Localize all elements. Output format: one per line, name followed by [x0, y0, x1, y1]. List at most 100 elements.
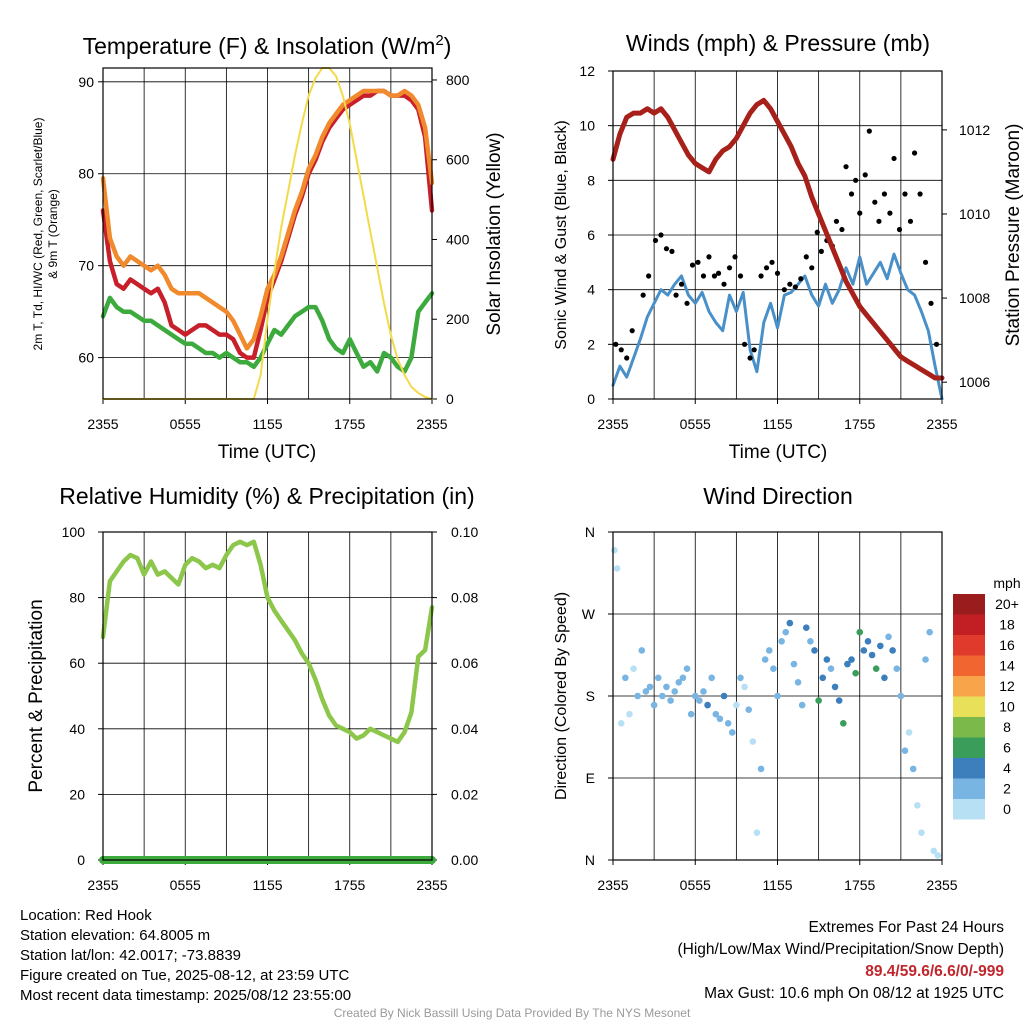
wind-direction-point — [864, 638, 872, 645]
gust-point — [732, 254, 738, 260]
wind-direction-point — [905, 729, 913, 736]
wind-direction-point — [868, 651, 876, 659]
colorbar-label: 18 — [999, 617, 1015, 633]
wind-direction-point — [893, 665, 901, 672]
y2-tick-label: 1012 — [959, 122, 990, 138]
y-tick-label: E — [586, 770, 595, 786]
extremes-subtitle: (High/Low/Max Wind/Precipitation/Snow De… — [677, 941, 1005, 958]
wind-direction-point — [667, 697, 674, 704]
wind-direction-point — [840, 720, 847, 727]
y-axis-label: Percent & Precipitation — [26, 599, 47, 792]
series-line-sonic-wind — [611, 252, 944, 401]
y-tick-label: S — [586, 688, 595, 704]
gust-point — [798, 276, 804, 282]
wind-direction-point — [675, 679, 683, 686]
wind-direction-point — [646, 683, 654, 691]
colorbar-swatch — [953, 635, 985, 656]
y2-tick-label: 1006 — [959, 374, 990, 390]
wind-direction-point — [753, 829, 761, 836]
y-axis-label: Direction (Colored By Speed) — [553, 592, 570, 800]
wind-direction-point — [720, 692, 728, 700]
gust-point — [933, 341, 940, 347]
y2-tick-label: 0.06 — [451, 655, 478, 671]
series-line-station-pressure — [610, 97, 945, 381]
wind-direction-point — [774, 692, 781, 700]
colorbar-label: 10 — [999, 699, 1015, 715]
x-tick-label: 2355 — [926, 416, 957, 432]
gust-point — [624, 355, 630, 361]
x-tick-label: 0555 — [680, 877, 711, 893]
x-tick-label: 1755 — [334, 416, 365, 432]
wind-direction-point — [626, 710, 633, 718]
y2-tick-label: 0 — [446, 391, 454, 407]
wind-direction-point — [622, 674, 629, 682]
wind-direction-point — [798, 701, 806, 709]
y-axis-label: & 9m T (Orange) — [46, 189, 60, 279]
station-info: Location: Red Hook Station elevation: 64… — [20, 906, 351, 1006]
x-tick-label: 1755 — [844, 877, 875, 893]
y-tick-label: 80 — [78, 166, 94, 182]
wind-direction-point — [794, 679, 802, 686]
chart-title: Winds (mph) & Pressure (mb) — [626, 30, 930, 56]
y-tick-label: 20 — [69, 786, 85, 802]
y2-tick-label: 400 — [446, 231, 470, 247]
gust-point — [857, 210, 863, 216]
y2-tick-label: 600 — [446, 152, 470, 168]
gust-point — [876, 218, 882, 224]
colorbar-swatch — [953, 758, 985, 779]
wind-direction-point — [856, 628, 864, 636]
gust-point — [763, 265, 770, 271]
wind-direction-point — [741, 683, 748, 691]
gust-point — [792, 284, 798, 290]
gust-point — [843, 164, 849, 170]
gust-point — [629, 328, 635, 334]
gust-point — [787, 281, 793, 287]
colorbar-swatch — [953, 778, 985, 799]
wind-direction-point — [770, 665, 777, 672]
wind-direction-point — [909, 765, 917, 773]
recent-timestamp: Most recent data timestamp: 2025/08/12 2… — [20, 987, 352, 1004]
wind-direction-point — [852, 669, 859, 677]
gust-point — [721, 281, 727, 287]
gust-point — [833, 218, 840, 224]
gust-point — [809, 265, 815, 271]
gust-point — [928, 300, 934, 306]
wind-direction-point — [848, 656, 855, 663]
gust-point — [896, 226, 903, 233]
colorbar-label: 4 — [1003, 760, 1011, 776]
y-tick-label: 40 — [69, 721, 85, 737]
wind-direction-point — [691, 692, 699, 700]
gust-point — [911, 150, 918, 156]
gust-point — [658, 232, 664, 238]
gust-point — [781, 287, 787, 293]
temperature-plot-frame — [102, 67, 433, 400]
x-tick-label: 2355 — [87, 416, 118, 432]
gust-point — [742, 341, 748, 347]
wind-direction-point — [737, 674, 744, 682]
gust-point — [747, 355, 753, 361]
gust-point — [881, 191, 888, 197]
y-axis-label: Sonic Wind & Gust (Blue, Black) — [553, 120, 570, 349]
wind-direction-point — [786, 619, 794, 627]
wind-direction-point — [811, 647, 818, 654]
wind-direction-point — [745, 706, 753, 713]
wind-direction-point — [819, 674, 827, 682]
wind-direction-point — [638, 647, 646, 654]
colorbar-unit-label: mph — [993, 575, 1020, 591]
y-tick-label: W — [582, 606, 596, 622]
y2-axis-label: Station Pressure (Maroon) — [1003, 124, 1024, 347]
y-tick-label: 60 — [78, 350, 94, 366]
series-line-relative-humidity — [100, 539, 435, 745]
wind-direction-point — [835, 697, 843, 704]
gust-point — [891, 155, 897, 162]
y2-axis-label: Solar Insolation (Yellow) — [484, 132, 505, 335]
wind-direction-point — [749, 738, 757, 745]
y2-tick-label: 0.02 — [451, 786, 478, 802]
wind-direction-point — [889, 647, 896, 654]
wind-direction-point — [654, 674, 662, 682]
wind-direction-point — [733, 701, 740, 709]
wind-direction-point — [872, 665, 880, 672]
x-tick-label: 0555 — [170, 877, 201, 893]
wind-direction-point — [757, 765, 765, 773]
